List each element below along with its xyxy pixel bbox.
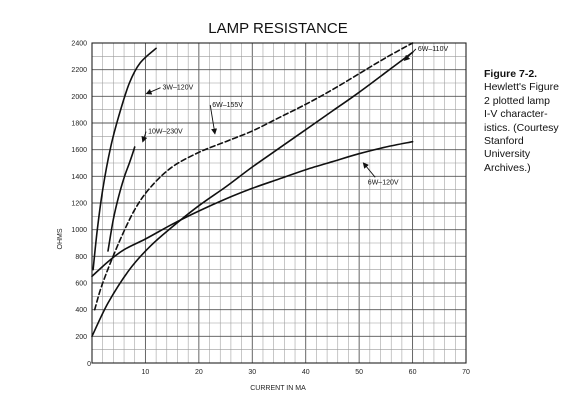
- figure-number: Figure 7-2.: [484, 68, 538, 80]
- y-tick-label: 600: [75, 281, 87, 288]
- x-tick-label: 50: [355, 369, 363, 376]
- series-annotation-label: 6W–110V: [418, 46, 449, 53]
- caption-line: Stanford: [484, 135, 524, 148]
- grid: [91, 42, 467, 364]
- x-tick-label: 20: [195, 369, 203, 376]
- series-annotation-arrow: [141, 131, 148, 143]
- caption-line: Archives.): [484, 161, 531, 174]
- y-tick-label: 1400: [71, 174, 87, 181]
- series-annotation-label: 3W–120V: [163, 85, 194, 92]
- y-tick-label: 1800: [71, 121, 87, 128]
- y-tick-label: 1200: [71, 201, 87, 208]
- y-tick-label: 2400: [71, 41, 87, 48]
- series-annotation-arrow: [362, 162, 376, 178]
- series-line-0: [92, 47, 157, 271]
- series-line-2: [93, 42, 414, 311]
- y-tick-label: 200: [75, 334, 87, 341]
- x-tick-label: 30: [248, 369, 256, 376]
- x-tick-label: 40: [302, 369, 310, 376]
- series-line-3: [91, 51, 414, 338]
- chart-title: LAMP RESISTANCE: [208, 20, 347, 37]
- series-annotation-label: 10W–230V: [148, 129, 183, 136]
- x-tick-label: 10: [142, 369, 150, 376]
- y-axis-label: OHMS: [57, 228, 64, 249]
- caption-line: University: [484, 148, 531, 161]
- plot-frame: [91, 42, 467, 364]
- y-tick-label: 2200: [71, 67, 87, 74]
- series-annotations: 3W–120V 10W–230V 6W–155V 6W–110V 6W–120V: [141, 46, 449, 186]
- caption-line: Hewlett's Figure: [484, 81, 559, 94]
- series-lines: [91, 42, 414, 338]
- x-axis-label: CURRENT IN MA: [250, 385, 306, 392]
- x-tick-label: 70: [462, 369, 470, 376]
- series-annotation-label: 6W–120V: [368, 179, 399, 186]
- y-tick-label: 800: [75, 254, 87, 261]
- y-tick-label: 0: [87, 361, 91, 368]
- series-annotation-arrow: [145, 87, 161, 95]
- series-annotation-label: 6W–155V: [212, 102, 243, 109]
- y-tick-label: 1000: [71, 227, 87, 234]
- caption-line: I-V character-: [484, 108, 548, 121]
- y-tick-label: 1600: [71, 147, 87, 154]
- figure-caption: Figure 7-2. Hewlett's Figure 2 plotted l…: [484, 68, 582, 175]
- series-annotation-arrow: [403, 48, 417, 62]
- series-annotation-arrow: [209, 104, 218, 135]
- series-line-4: [91, 140, 414, 278]
- y-tick-label: 400: [75, 307, 87, 314]
- series-line-1: [107, 146, 136, 252]
- caption-line: 2 plotted lamp: [484, 94, 550, 107]
- axis-ticks: 10 20 30 40 50 60 70 0 200 400 600 800 1000 1200 1400 1…: [71, 41, 470, 377]
- y-tick-label: 2000: [71, 94, 87, 101]
- x-tick-label: 60: [409, 369, 417, 376]
- caption-line: istics. (Courtesy: [484, 121, 559, 134]
